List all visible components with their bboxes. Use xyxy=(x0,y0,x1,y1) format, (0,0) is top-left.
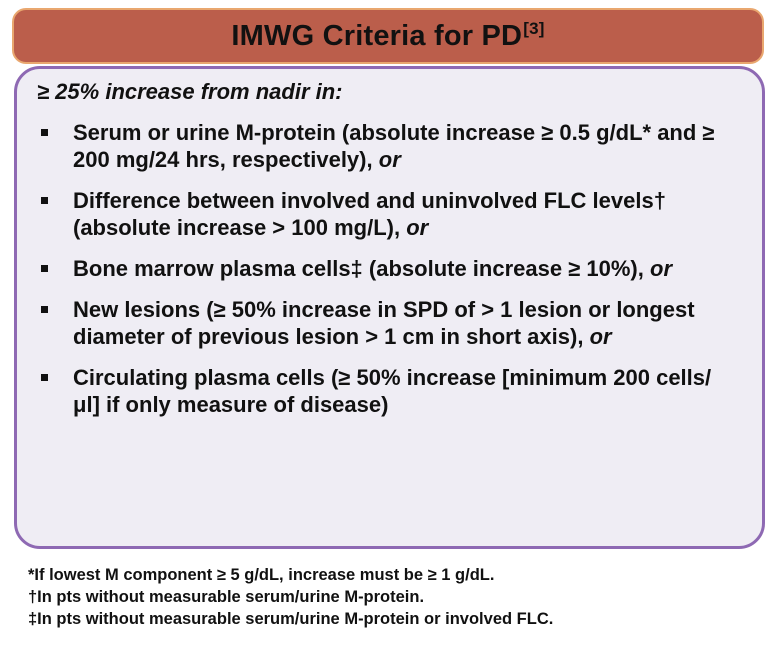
criteria-list: Serum or urine M-protein (absolute incre… xyxy=(41,119,721,432)
criteria-panel: ≥ 25% increase from nadir in: Serum or u… xyxy=(14,66,765,549)
square-bullet-icon xyxy=(41,197,48,204)
criteria-item: Difference between involved and uninvolv… xyxy=(41,187,721,241)
title-banner: IMWG Criteria for PD[3] xyxy=(12,8,764,64)
intro-text: ≥ 25% increase from nadir in: xyxy=(37,79,343,104)
footnote: †In pts without measurable serum/urine M… xyxy=(28,588,425,606)
square-bullet-icon xyxy=(41,306,48,313)
title-text: IMWG Criteria for PD xyxy=(231,20,523,52)
footnotes: *If lowest M component ≥ 5 g/dL, increas… xyxy=(28,564,768,630)
criteria-item-text: Bone marrow plasma cells‡ (absolute incr… xyxy=(73,256,644,281)
square-bullet-icon xyxy=(41,265,48,272)
criteria-item-suffix: or xyxy=(589,324,612,349)
criteria-item-text: Serum or urine M-protein (absolute incre… xyxy=(73,120,715,172)
criteria-item: Serum or urine M-protein (absolute incre… xyxy=(41,119,721,173)
criteria-item-suffix: or xyxy=(650,256,672,281)
square-bullet-icon xyxy=(41,129,48,136)
criteria-item-text: Difference between involved and uninvolv… xyxy=(73,188,666,240)
criteria-item-text: Circulating plasma cells (≥ 50% increase… xyxy=(73,365,712,417)
criteria-item-suffix: or xyxy=(378,147,401,172)
footnote: *If lowest M component ≥ 5 g/dL, increas… xyxy=(28,566,495,584)
criteria-item: Bone marrow plasma cells‡ (absolute incr… xyxy=(41,255,721,282)
slide-title: IMWG Criteria for PD[3] xyxy=(231,19,544,53)
criteria-item-suffix: or xyxy=(406,215,429,240)
criteria-item: New lesions (≥ 50% increase in SPD of > … xyxy=(41,296,721,350)
footnote: ‡In pts without measurable serum/urine M… xyxy=(28,610,554,628)
criteria-item: Circulating plasma cells (≥ 50% increase… xyxy=(41,364,721,418)
square-bullet-icon xyxy=(41,374,48,381)
criteria-item-text: New lesions (≥ 50% increase in SPD of > … xyxy=(73,297,695,349)
title-reference: [3] xyxy=(523,19,545,38)
